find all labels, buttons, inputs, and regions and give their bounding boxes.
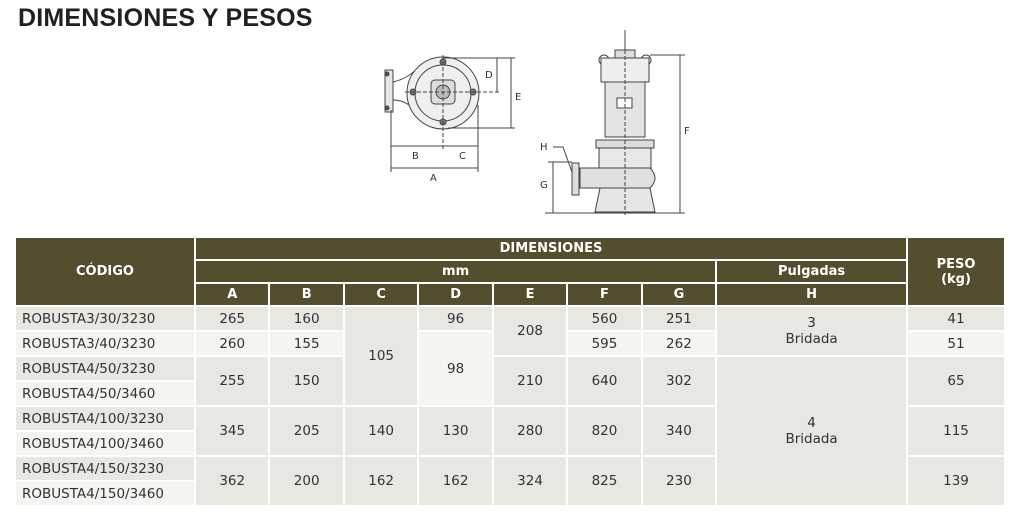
cell-b: 160	[270, 307, 343, 330]
cell-a: 345	[196, 407, 269, 455]
cell-code: ROBUSTA4/100/3230	[16, 407, 194, 430]
cell-e: 280	[493, 407, 567, 455]
table-row: ROBUSTA4/50/3460	[16, 382, 1004, 405]
cell-h-size: 3	[807, 315, 816, 331]
header-col-e: E	[493, 284, 567, 305]
header-weight-line2: (kg)	[941, 271, 971, 287]
header-col-g: G	[642, 284, 716, 305]
cell-c: 105	[344, 307, 418, 405]
cell-a: 265	[196, 307, 269, 330]
label-b: B	[412, 151, 419, 162]
cell-f: 820	[568, 407, 641, 455]
pump-side-view	[545, 30, 685, 215]
table-row: ROBUSTA4/150/3230 362 200 162 162 324 82…	[16, 457, 1004, 505]
label-g: G	[540, 180, 548, 191]
dimensions-table: CÓDIGO DIMENSIONES PESO (kg) mm Pulgadas …	[14, 236, 1006, 507]
header-col-c: C	[344, 284, 418, 305]
cell-peso: 115	[908, 407, 1004, 455]
cell-b: 200	[270, 457, 343, 505]
cell-e: 208	[493, 307, 567, 355]
pump-dimension-diagram: D E B C A F H G	[384, 30, 690, 215]
cell-a: 260	[196, 332, 269, 355]
page-title: DIMENSIONES Y PESOS	[18, 4, 313, 32]
cell-f: 825	[568, 457, 641, 505]
cell-h: 4 Bridada	[717, 357, 906, 505]
header-weight-line1: PESO	[936, 256, 976, 272]
cell-c: 162	[344, 457, 418, 505]
label-e: E	[515, 92, 521, 103]
table-row: ROBUSTA4/100/3460	[16, 432, 1004, 455]
cell-g: 340	[642, 407, 716, 455]
cell-peso: 139	[908, 457, 1004, 505]
table-row: ROBUSTA4/100/3230 345 205 140 130 280 82…	[16, 407, 1004, 455]
header-mm: mm	[196, 261, 716, 282]
cell-d: 162	[419, 457, 492, 505]
label-a: A	[430, 173, 437, 184]
cell-g: 230	[642, 457, 716, 505]
header-col-f: F	[568, 284, 641, 305]
cell-h-type: Bridada	[785, 431, 838, 447]
cell-h-type: Bridada	[785, 331, 838, 347]
header-col-d: D	[419, 284, 492, 305]
table-row: ROBUSTA4/50/3230 255 150 210 640 302 4 Br…	[16, 357, 1004, 505]
cell-d: 130	[419, 407, 492, 455]
cell-e: 324	[493, 457, 567, 505]
cell-b: 150	[270, 357, 343, 405]
cell-g: 251	[642, 307, 716, 330]
cell-code: ROBUSTA4/150/3460	[16, 482, 194, 505]
cell-code: ROBUSTA4/150/3230	[16, 457, 194, 480]
cell-f: 640	[568, 357, 641, 405]
cell-e: 210	[493, 357, 567, 405]
cell-code: ROBUSTA3/40/3230	[16, 332, 194, 355]
cell-c: 140	[344, 407, 418, 455]
header-col-h: H	[717, 284, 906, 305]
cell-b: 205	[270, 407, 343, 455]
cell-f: 595	[568, 332, 641, 355]
cell-d: 98	[419, 332, 492, 405]
cell-code: ROBUSTA4/50/3230	[16, 357, 194, 380]
cell-code: ROBUSTA4/100/3460	[16, 432, 194, 455]
cell-peso: 65	[908, 357, 1004, 405]
cell-peso: 41	[908, 307, 1004, 330]
cell-b: 155	[270, 332, 343, 355]
cell-h: 3 Bridada	[717, 307, 906, 355]
cell-h-size: 4	[807, 415, 816, 431]
cell-f: 560	[568, 307, 641, 330]
cell-a: 362	[196, 457, 269, 505]
cell-code: ROBUSTA4/50/3460	[16, 382, 194, 405]
label-h: H	[540, 142, 548, 153]
cell-a: 255	[196, 357, 269, 405]
cell-g: 302	[642, 357, 716, 405]
table-row: ROBUSTA3/40/3230 260 155 98 595 262 51	[16, 332, 1004, 405]
header-inches: Pulgadas	[717, 261, 906, 282]
cell-d: 96	[419, 307, 492, 330]
header-code: CÓDIGO	[16, 238, 194, 305]
header-col-b: B	[270, 284, 343, 305]
label-d: D	[485, 70, 493, 81]
table-row: ROBUSTA4/150/3460	[16, 482, 1004, 505]
header-weight: PESO (kg)	[908, 238, 1004, 305]
header-dimensions: DIMENSIONES	[196, 238, 906, 259]
label-c: C	[459, 151, 466, 162]
cell-peso: 51	[908, 332, 1004, 355]
pump-top-view	[384, 55, 515, 172]
label-f: F	[684, 126, 690, 137]
cell-code: ROBUSTA3/30/3230	[16, 307, 194, 330]
header-col-a: A	[196, 284, 269, 305]
table-row: ROBUSTA3/30/3230 265 160 105 96 208 560 …	[16, 307, 1004, 405]
cell-g: 262	[642, 332, 716, 355]
